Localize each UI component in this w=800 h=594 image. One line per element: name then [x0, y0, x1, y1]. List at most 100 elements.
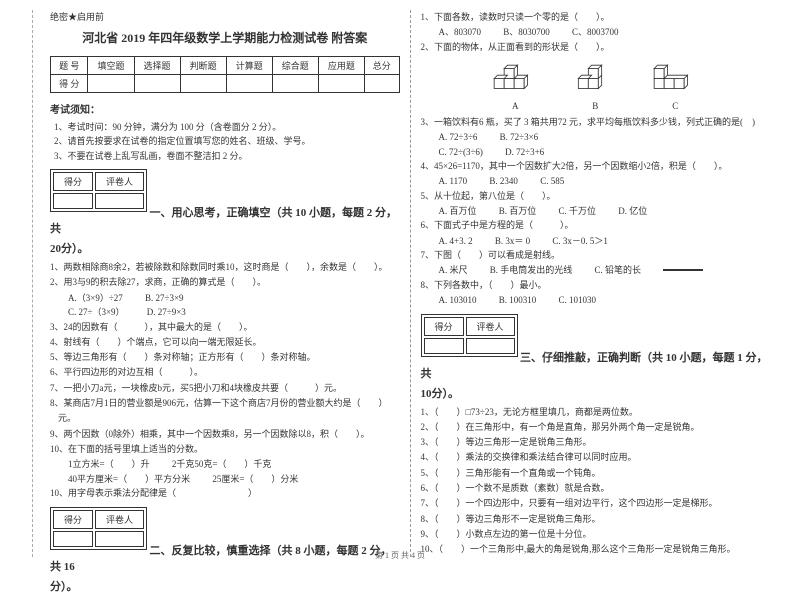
- cube-b: B: [570, 61, 620, 111]
- header-cell: 题 号: [51, 57, 88, 75]
- q1-10-opts: 1立方米=（ ）升 2千克50克=（ ）千克 40平方厘米=（ ）平方分米 25…: [50, 457, 400, 486]
- opt: B. 百万位: [499, 204, 537, 218]
- q1-6: 6、平行四边形的对边互相（ ）。: [50, 365, 400, 380]
- cube-figures: A B C: [421, 61, 771, 111]
- opt: 40平方厘米=（ ）平方分米: [68, 472, 190, 486]
- q2-2: 2、下面的物体，从正面看到的形状是（ ）。: [421, 40, 771, 55]
- left-column: 绝密★启用前 河北省 2019 年四年级数学上学期能力检测试卷 附答案 题 号 …: [40, 10, 411, 557]
- opt: 1立方米=（ ）升: [68, 457, 150, 471]
- header-cell: 应用题: [318, 57, 364, 75]
- q2-5: 5、从十位起，第八位是（ ）。: [421, 189, 771, 204]
- opt: B、8030700: [503, 25, 550, 39]
- line-icon: [663, 267, 703, 273]
- q2-7-opts: A. 米尺 B. 手电筒发出的光线 C. 铅笔的长: [421, 263, 771, 277]
- opt: A、803070: [439, 25, 482, 39]
- score-cell: 得 分: [51, 75, 88, 93]
- q1-7: 7、一把小刀a元，一块橡皮b元，买5把小刀和4块橡皮共要（ ）元。: [50, 381, 400, 396]
- q2-8-opts: A. 103010 B. 100310 C. 101030: [421, 293, 771, 307]
- q1-2-opts: A.（3×9）÷27 B. 27÷3×9 C. 27÷（3×9） D. 27÷9…: [50, 291, 400, 320]
- q3-2: 2、（ ）在三角形中，有一个角是直角，那另外两个角一定是锐角。: [421, 420, 771, 435]
- q2-5-opts: A. 百万位 B. 百万位 C. 千万位 D. 亿位: [421, 204, 771, 218]
- opt: C. 101030: [559, 293, 597, 307]
- q2-8: 8、下列各数中，（ ）最小。: [421, 278, 771, 293]
- page-footer: 第 1 页 共 4 页: [0, 550, 800, 561]
- sign-score: 得分: [53, 510, 93, 529]
- opt: B. 100310: [499, 293, 537, 307]
- cube-a: A: [490, 61, 540, 111]
- opt: C. 27÷（3×9）: [68, 305, 125, 319]
- q3-1: 1、（ ）□73÷23，无论方框里填几，商都是两位数。: [421, 405, 771, 420]
- q1-8: 8、某商店7月1日的营业额是906元，估算一下这个商店7月份的营业额大约是（ ）…: [50, 396, 400, 427]
- q3-6: 6、（ ）一个数不是质数（素数）就是合数。: [421, 481, 771, 496]
- opt: C、8003700: [572, 25, 619, 39]
- section-3-cont: 10分）。: [421, 385, 771, 401]
- q1-2: 2、用3与9的积去除27，求商，正确的算式是（ ）。: [50, 275, 400, 290]
- opt: C. 3x－0. 5＞1: [552, 234, 608, 248]
- q2-3: 3、一箱饮料有6 瓶，买了 3 箱共用72 元，求平均每瓶饮料多少钱，列式正确的…: [421, 115, 771, 130]
- notice-item: 1、考试时间：90 分钟，满分为 100 分（含卷面分 2 分）。: [54, 120, 400, 134]
- cube-a-icon: [490, 61, 540, 96]
- opt: A. 4+3. 2: [439, 234, 473, 248]
- q3-9: 9、（ ）小数点左边的第一位是十分位。: [421, 527, 771, 542]
- sign-box: 得分 评卷人: [50, 169, 147, 212]
- header-cell: 计算题: [226, 57, 272, 75]
- q1-9: 9、两个因数（0除外）相乘，其中一个因数乘8，另一个因数除以8，积（ ）。: [50, 427, 400, 442]
- cube-c: C: [650, 61, 700, 111]
- table-row: 题 号 填空题 选择题 判断题 计算题 综合题 应用题 总分: [51, 57, 400, 75]
- q2-1: 1、下面各数，读数时只读一个零的是（ ）。: [421, 10, 771, 25]
- opt: C. 72÷(3÷6): [439, 145, 483, 159]
- opt: A.（3×9）÷27: [68, 291, 123, 305]
- opt: D. 亿位: [618, 204, 647, 218]
- opt: 25厘米=（ ）分米: [212, 472, 298, 486]
- cube-a-label: A: [490, 101, 540, 111]
- opt: 2千克50克=（ ）千克: [172, 457, 272, 471]
- opt: A. 1170: [439, 174, 468, 188]
- q3-4: 4、（ ）乘法的交换律和乘法结合律可以同时应用。: [421, 450, 771, 465]
- q1-10: 10、在下面的括号里填上适当的分数。: [50, 442, 400, 457]
- notice-title: 考试须知：: [50, 101, 400, 116]
- notice-item: 3、不要在试卷上乱写乱画，卷面不整洁扣 2 分。: [54, 149, 400, 163]
- right-column: 1、下面各数，读数时只读一个零的是（ ）。 A、803070 B、8030700…: [411, 10, 781, 557]
- q1-4: 4、射线有（ ）个端点，它可以向一端无限延长。: [50, 335, 400, 350]
- dash-line: [32, 10, 33, 557]
- q3-7: 7、（ ）一个四边形中，只要有一组对边平行，这个四边形一定是梯形。: [421, 496, 771, 511]
- section-2-cont: 分）。: [50, 578, 400, 594]
- opt: A. 百万位: [439, 204, 477, 218]
- score-table: 题 号 填空题 选择题 判断题 计算题 综合题 应用题 总分 得 分: [50, 56, 400, 93]
- header-cell: 选择题: [134, 57, 180, 75]
- header-cell: 综合题: [272, 57, 318, 75]
- header-cell: 填空题: [88, 57, 134, 75]
- sign-score: 得分: [424, 317, 464, 336]
- q1-10e: 10、用字母表示乘法分配律是（ ）: [50, 486, 400, 501]
- opt: B. 72÷3×6: [500, 130, 539, 144]
- q2-1-opts: A、803070 B、8030700 C、8003700: [421, 25, 771, 39]
- opt: A. 103010: [439, 293, 477, 307]
- opt: C. 千万位: [559, 204, 597, 218]
- opt: A. 72÷3÷6: [439, 130, 478, 144]
- opt: C. 585: [540, 174, 564, 188]
- cube-c-label: C: [650, 101, 700, 111]
- cube-b-label: B: [570, 101, 620, 111]
- sign-reviewer: 评卷人: [95, 172, 144, 191]
- notice-item: 2、请首先按要求在试卷的指定位置填写您的姓名、班级、学号。: [54, 134, 400, 148]
- opt: B. 27÷3×9: [145, 291, 184, 305]
- sign-box: 得分 评卷人: [421, 314, 518, 357]
- q2-7: 7、下图（ ）可以看成是射线。: [421, 248, 771, 263]
- q3-8: 8、（ ）等边三角形不一定是锐角三角形。: [421, 512, 771, 527]
- cube-c-icon: [650, 61, 700, 96]
- opt: B. 2340: [489, 174, 518, 188]
- opt: D. 27÷9×3: [147, 305, 186, 319]
- q2-3-opts: A. 72÷3÷6 B. 72÷3×6 C. 72÷(3÷6) D. 72÷3+…: [421, 130, 771, 159]
- notice-list: 1、考试时间：90 分钟，满分为 100 分（含卷面分 2 分）。 2、请首先按…: [50, 120, 400, 163]
- secret-label: 绝密★启用前: [50, 10, 400, 23]
- sign-score: 得分: [53, 172, 93, 191]
- q3-5: 5、（ ）三角形能有一个直角或一个钝角。: [421, 466, 771, 481]
- opt: D. 72÷3+6: [505, 145, 544, 159]
- q1-1: 1、两数相除商8余2，若被除数和除数同时乘10，这时商是（ ），余数是（ ）。: [50, 260, 400, 275]
- q1-5: 5、等边三角形有（ ）条对称轴；正方形有（ ）条对称轴。: [50, 350, 400, 365]
- section-1-cont: 20分）。: [50, 240, 400, 256]
- sign-reviewer: 评卷人: [95, 510, 144, 529]
- q2-6: 6、下面式子中是方程的是（ ）。: [421, 218, 771, 233]
- exam-title: 河北省 2019 年四年级数学上学期能力检测试卷 附答案: [50, 29, 400, 46]
- q2-4-opts: A. 1170 B. 2340 C. 585: [421, 174, 771, 188]
